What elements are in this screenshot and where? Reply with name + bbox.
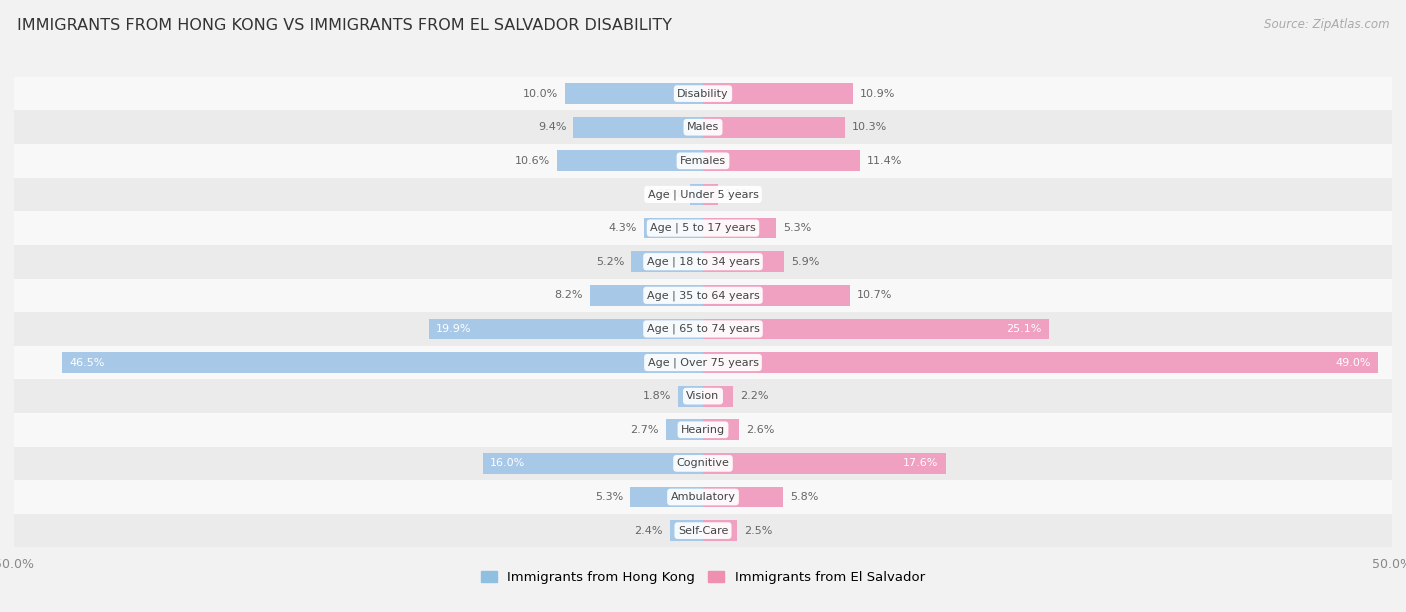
Bar (14, 379, 1392, 413)
Bar (703, 318, 1049, 339)
Text: 2.6%: 2.6% (745, 425, 775, 435)
Bar (703, 285, 851, 306)
Bar (565, 83, 703, 104)
Bar (14, 177, 1392, 211)
Bar (14, 447, 1392, 480)
Text: 46.5%: 46.5% (69, 357, 104, 368)
Text: Age | 18 to 34 years: Age | 18 to 34 years (647, 256, 759, 267)
Text: Self-Care: Self-Care (678, 526, 728, 536)
Bar (703, 83, 853, 104)
Text: 2.2%: 2.2% (740, 391, 769, 401)
Text: Age | Under 5 years: Age | Under 5 years (648, 189, 758, 200)
Bar (703, 386, 734, 406)
Bar (574, 117, 703, 138)
Bar (669, 520, 703, 541)
Bar (14, 144, 1392, 177)
Bar (14, 211, 1392, 245)
Text: Source: ZipAtlas.com: Source: ZipAtlas.com (1264, 18, 1389, 31)
Bar (666, 419, 703, 440)
Text: 11.4%: 11.4% (868, 156, 903, 166)
Text: Age | Over 75 years: Age | Over 75 years (648, 357, 758, 368)
Bar (482, 453, 703, 474)
Bar (703, 184, 718, 205)
Bar (14, 245, 1392, 278)
Bar (703, 453, 945, 474)
Text: 1.8%: 1.8% (643, 391, 671, 401)
Bar (14, 278, 1392, 312)
Bar (703, 419, 738, 440)
Text: 2.7%: 2.7% (630, 425, 659, 435)
Text: 49.0%: 49.0% (1336, 357, 1371, 368)
Text: IMMIGRANTS FROM HONG KONG VS IMMIGRANTS FROM EL SALVADOR DISABILITY: IMMIGRANTS FROM HONG KONG VS IMMIGRANTS … (17, 18, 672, 34)
Bar (631, 252, 703, 272)
Bar (557, 151, 703, 171)
Bar (703, 252, 785, 272)
Text: 8.2%: 8.2% (554, 290, 583, 300)
Bar (644, 218, 703, 239)
Legend: Immigrants from Hong Kong, Immigrants from El Salvador: Immigrants from Hong Kong, Immigrants fr… (475, 566, 931, 589)
Bar (429, 318, 703, 339)
Text: 1.1%: 1.1% (725, 190, 754, 200)
Text: Hearing: Hearing (681, 425, 725, 435)
Bar (703, 117, 845, 138)
Text: 17.6%: 17.6% (903, 458, 939, 468)
Text: 16.0%: 16.0% (489, 458, 524, 468)
Text: 10.9%: 10.9% (860, 89, 896, 99)
Bar (14, 312, 1392, 346)
Bar (690, 184, 703, 205)
Text: Age | 35 to 64 years: Age | 35 to 64 years (647, 290, 759, 300)
Bar (591, 285, 703, 306)
Text: Age | 5 to 17 years: Age | 5 to 17 years (650, 223, 756, 233)
Text: Cognitive: Cognitive (676, 458, 730, 468)
Bar (14, 413, 1392, 447)
Text: 5.8%: 5.8% (790, 492, 818, 502)
Text: Males: Males (688, 122, 718, 132)
Bar (14, 76, 1392, 110)
Text: 2.4%: 2.4% (634, 526, 664, 536)
Text: 5.3%: 5.3% (783, 223, 811, 233)
Bar (703, 487, 783, 507)
Bar (678, 386, 703, 406)
Bar (630, 487, 703, 507)
Bar (703, 218, 776, 239)
Text: 4.3%: 4.3% (609, 223, 637, 233)
Bar (14, 480, 1392, 514)
Text: 5.3%: 5.3% (595, 492, 623, 502)
Text: 0.95%: 0.95% (648, 190, 683, 200)
Text: Vision: Vision (686, 391, 720, 401)
Text: 19.9%: 19.9% (436, 324, 471, 334)
Bar (14, 514, 1392, 548)
Text: 5.2%: 5.2% (596, 256, 624, 267)
Bar (703, 520, 738, 541)
Text: Ambulatory: Ambulatory (671, 492, 735, 502)
Bar (62, 352, 703, 373)
Text: 10.3%: 10.3% (852, 122, 887, 132)
Text: 2.5%: 2.5% (744, 526, 773, 536)
Text: 10.0%: 10.0% (523, 89, 558, 99)
Text: 5.9%: 5.9% (792, 256, 820, 267)
Text: 10.6%: 10.6% (515, 156, 550, 166)
Text: Age | 65 to 74 years: Age | 65 to 74 years (647, 324, 759, 334)
Bar (703, 352, 1378, 373)
Bar (14, 110, 1392, 144)
Bar (14, 346, 1392, 379)
Bar (703, 151, 860, 171)
Text: 25.1%: 25.1% (1007, 324, 1042, 334)
Text: Disability: Disability (678, 89, 728, 99)
Text: Females: Females (681, 156, 725, 166)
Text: 10.7%: 10.7% (858, 290, 893, 300)
Text: 9.4%: 9.4% (538, 122, 567, 132)
